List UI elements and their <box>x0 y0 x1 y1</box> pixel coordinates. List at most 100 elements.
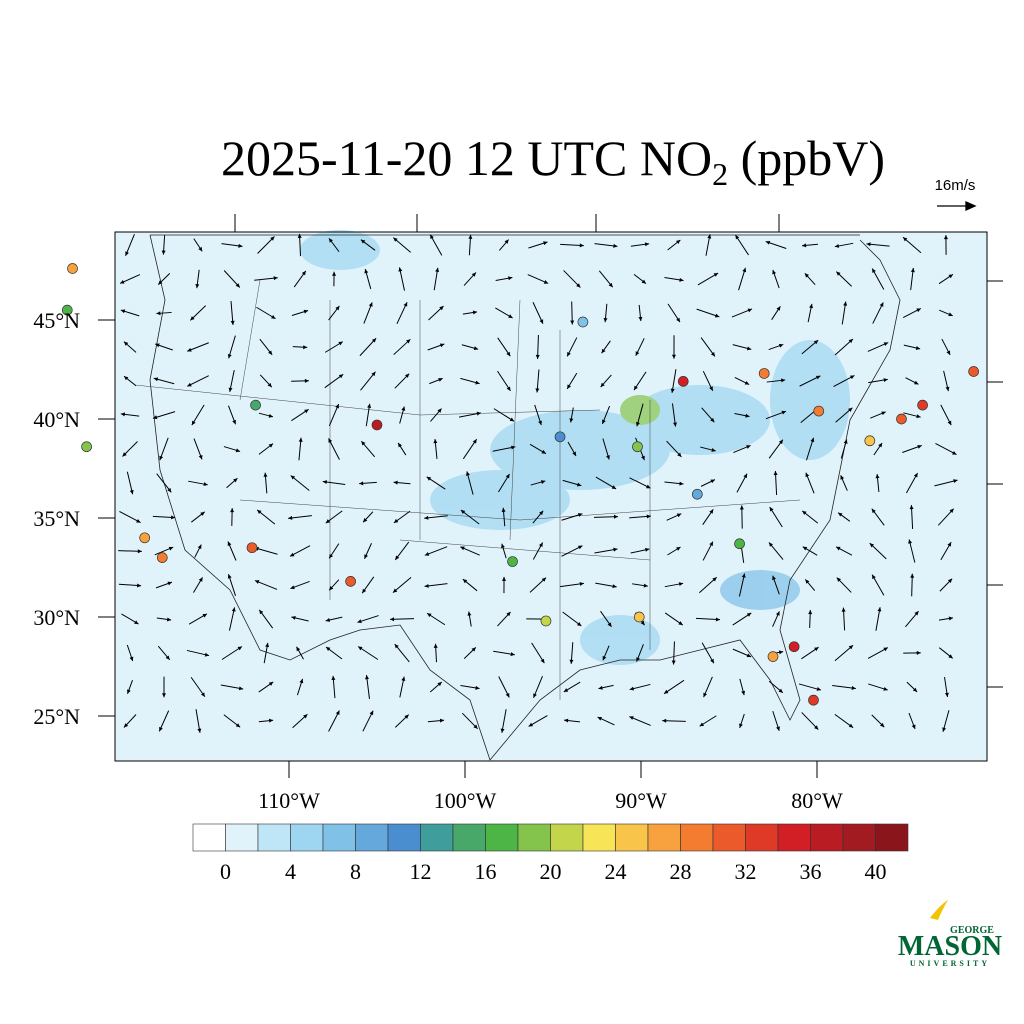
wind-arrow <box>290 475 310 491</box>
wind-head <box>460 510 466 515</box>
wind-arrow <box>833 375 855 387</box>
wind-head <box>424 552 430 556</box>
wind-head <box>124 376 129 381</box>
wind-head <box>267 382 272 388</box>
wind-arrow <box>193 577 203 593</box>
wind-arrow <box>939 578 953 592</box>
wind-head <box>743 473 748 479</box>
station <box>813 405 825 417</box>
wind-head <box>237 646 243 651</box>
station <box>250 399 261 411</box>
wind-head <box>235 448 241 453</box>
wind-arrow <box>194 544 202 558</box>
wind-arrow <box>328 305 340 321</box>
wind-arrow <box>433 643 438 663</box>
wind-arrow <box>569 407 574 423</box>
wind-head <box>304 409 309 414</box>
wind-arrow <box>328 403 340 427</box>
wind-arrow <box>392 576 412 594</box>
wind-head <box>567 351 571 357</box>
wind-arrow <box>228 607 236 631</box>
wind-head <box>916 414 921 419</box>
wind-arrow <box>156 473 172 493</box>
wind-arrow <box>564 718 580 723</box>
wind-arrow <box>569 642 574 664</box>
wind-head <box>715 617 720 622</box>
wind-arrow <box>765 410 787 420</box>
wind-arrow <box>903 344 921 350</box>
wind-head <box>120 309 126 314</box>
wind-arrow <box>427 343 445 351</box>
wind-arrow <box>940 541 952 561</box>
wind-arrow <box>562 479 582 487</box>
wind-arrow <box>297 233 302 257</box>
wind-arrow <box>533 676 543 698</box>
wind-head <box>747 308 753 313</box>
wind-arrow <box>187 375 209 387</box>
wind-arrow <box>223 714 241 728</box>
wind-head <box>671 660 676 665</box>
wind-arrow <box>223 270 241 288</box>
station <box>767 651 779 662</box>
wind-head <box>641 279 646 284</box>
wind-head <box>505 692 510 698</box>
wind-arrow <box>288 515 312 520</box>
lon-label: 100°W <box>434 788 497 813</box>
wind-arrow <box>636 403 644 427</box>
wind-head <box>572 451 577 457</box>
wind-arrow <box>328 237 340 253</box>
wind-head <box>948 274 953 279</box>
wind-head <box>840 475 845 480</box>
wind-head <box>539 510 544 516</box>
wind-head <box>476 411 481 416</box>
wind-head <box>671 354 676 359</box>
wind-head <box>475 685 480 690</box>
wind-arrow <box>772 710 780 732</box>
wind-arrow <box>360 440 376 458</box>
wind-head <box>231 607 236 612</box>
wind-head <box>322 480 327 485</box>
wind-arrow <box>296 678 304 696</box>
wind-arrow <box>399 406 406 424</box>
wind-head <box>739 505 744 510</box>
wind-arrow <box>256 306 276 320</box>
wind-arrow <box>258 443 274 455</box>
wind-head <box>908 539 913 544</box>
lat-label: 25°N <box>33 704 80 729</box>
wind-arrow <box>362 710 374 732</box>
wind-arrow <box>664 612 684 626</box>
wind-arrow <box>532 302 544 324</box>
wind-arrow <box>702 371 714 391</box>
colorbar-box <box>842 823 876 852</box>
wind-arrow <box>802 546 818 556</box>
wind-head <box>675 239 681 245</box>
wind-arrow <box>598 270 614 288</box>
wind-head <box>509 417 515 422</box>
wind-arrow <box>226 477 238 489</box>
station <box>156 552 168 563</box>
wind-arrow <box>738 267 747 291</box>
wind-arrow <box>595 476 617 490</box>
wind-head <box>848 645 854 650</box>
wind-head <box>227 353 232 359</box>
wind-head <box>288 515 293 520</box>
wind-arrow <box>944 676 949 698</box>
wind-head <box>329 586 334 591</box>
wind-head <box>540 480 546 484</box>
wind-head <box>510 652 515 657</box>
wind-arrow <box>739 678 746 696</box>
wind-head <box>883 686 888 691</box>
wind-arrow <box>155 343 173 351</box>
wind-head <box>813 340 819 345</box>
wind-arrow <box>254 276 278 281</box>
wind-arrow <box>601 340 611 354</box>
wind-head <box>714 313 720 318</box>
wind-arrow <box>193 238 203 252</box>
wind-arrow <box>629 716 651 726</box>
wind-arrow <box>462 310 478 315</box>
wind-head <box>358 646 363 651</box>
wind-head <box>197 728 202 733</box>
wind-head <box>569 659 574 664</box>
wind-arrow <box>227 574 236 596</box>
wind-head <box>712 577 717 582</box>
